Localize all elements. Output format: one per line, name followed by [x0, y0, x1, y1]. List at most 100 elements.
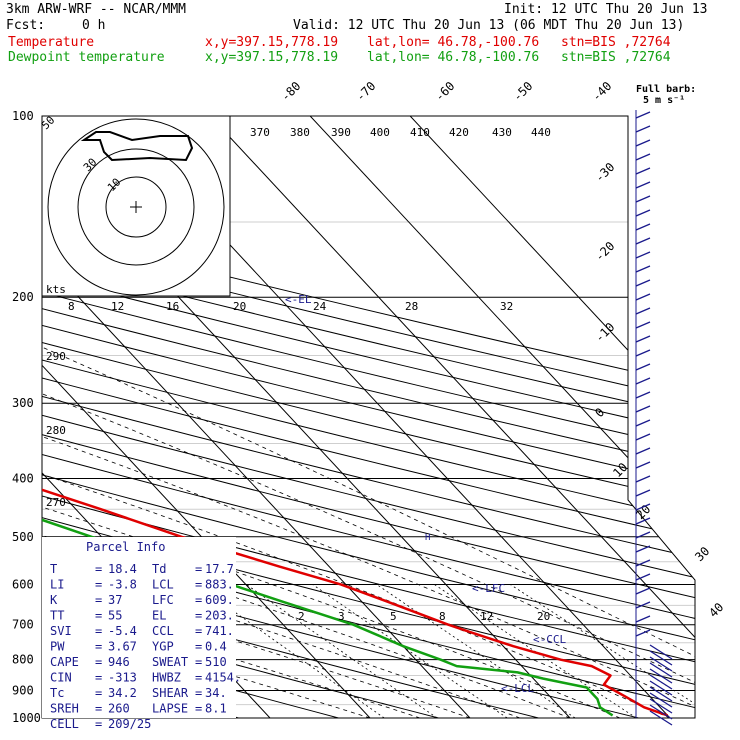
wind-barb	[635, 279, 651, 287]
isotherm-label: 40	[706, 600, 726, 620]
parcel-info-panel	[42, 537, 236, 718]
parcel-info-value: 55	[108, 609, 122, 623]
hodograph-trace	[80, 131, 194, 162]
temperature-legend-latlon: lat,lon= 46.78,-100.76	[367, 35, 540, 50]
wind-barb	[635, 489, 651, 497]
mixing-ratio-label: 12	[480, 610, 493, 623]
moist-adiabat-line	[42, 296, 695, 718]
parcel-info-key: SREH	[50, 702, 79, 716]
parcel-info-value: 18.4	[108, 562, 137, 576]
parcel-info-eq: =	[95, 624, 102, 638]
level-marker-label: H	[425, 533, 430, 543]
parcel-info-eq: =	[195, 686, 202, 700]
wind-barb	[635, 181, 651, 189]
wind-barb	[635, 629, 651, 637]
moist-adiabat-line	[42, 296, 571, 718]
wind-barb	[649, 692, 673, 708]
dry-adiabat-line	[42, 116, 695, 718]
wind-barb	[635, 475, 651, 483]
parcel-info-value: 4154.	[205, 671, 241, 685]
level-marker-label: <-CCL	[533, 633, 566, 646]
parcel-info-eq: =	[95, 717, 102, 731]
wind-legend-value: 5 m s⁻¹	[643, 95, 685, 106]
isotherm-line	[42, 116, 371, 718]
parcel-info-key: EL	[152, 609, 166, 623]
wind-barb	[649, 656, 673, 672]
mixing-ratio-line	[434, 584, 637, 718]
wind-barb	[635, 461, 651, 469]
parcel-info-eq: =	[195, 578, 202, 592]
pressure-tick-label: 400	[12, 471, 34, 485]
parcel-info-value: 209/25	[108, 717, 151, 731]
isotherm-label: 30	[692, 544, 712, 564]
dry-adiabat-line	[42, 116, 695, 718]
parcel-info-eq: =	[195, 655, 202, 669]
parcel-info-eq: =	[95, 640, 102, 654]
parcel-info-value: 741.	[205, 624, 234, 638]
mixing-ratio-label: 3	[338, 610, 345, 623]
hodograph-speed-label: 12	[111, 300, 124, 313]
parcel-info-value: 34.	[205, 686, 227, 700]
isotherm-line	[209, 116, 695, 718]
parcel-info-eq: =	[195, 609, 202, 623]
parcel-info-key: CCL	[152, 624, 174, 638]
theta-label: 280	[46, 424, 66, 437]
pressure-tick-label: 800	[12, 653, 34, 667]
wind-barb	[635, 391, 651, 399]
isotherm-label: -50	[510, 79, 535, 104]
moist-adiabat-line	[42, 296, 695, 718]
parcel-info-value: 510	[205, 655, 227, 669]
isotherm-label: -10	[592, 320, 617, 345]
parcel-info-value: 17.7	[205, 562, 234, 576]
wind-barb	[649, 686, 673, 702]
isotherm-line	[309, 116, 695, 718]
parcel-info-value: 260	[108, 702, 130, 716]
parcel-info-value: 609.	[205, 593, 234, 607]
forecast-label: Fcst:	[6, 18, 46, 33]
wind-barb	[649, 644, 673, 660]
parcel-info-value: 34.2	[108, 686, 137, 700]
parcel-info-value: 8.1	[205, 702, 227, 716]
dewpoint-legend-name: Dewpoint temperature	[8, 50, 165, 65]
dry-adiabat-line	[42, 116, 439, 718]
wind-barb	[635, 153, 651, 161]
dry-adiabat-line	[42, 116, 695, 718]
wind-barb	[635, 545, 651, 553]
parcel-info-value: -5.4	[108, 624, 137, 638]
wind-barb	[649, 674, 673, 690]
hodograph-units-label: kts	[46, 283, 66, 296]
moist-adiabat-line	[42, 296, 421, 718]
wind-barb	[635, 167, 651, 175]
forecast-value: 0 h	[82, 18, 106, 33]
moist-adiabat-line	[42, 296, 695, 718]
temperature-legend-name: Temperature	[8, 35, 95, 50]
parcel-info-eq: =	[195, 593, 202, 607]
dry-adiabat-line	[42, 116, 695, 718]
mixing-ratio-line	[246, 584, 438, 718]
hodograph-speed-label: 20	[233, 300, 246, 313]
wind-barb	[649, 710, 673, 726]
dry-adiabat-line	[42, 116, 695, 718]
parcel-info-key: K	[50, 593, 58, 607]
mixing-ratio-line	[195, 584, 385, 718]
theta-label: 420	[449, 126, 469, 139]
temperature-legend-station: stn=BIS ,72764	[561, 35, 671, 50]
pressure-tick-label: 600	[12, 577, 34, 591]
level-marker-label: <-EL	[285, 293, 312, 306]
wind-barb	[635, 377, 651, 385]
isotherm-label: -40	[589, 79, 614, 104]
parcel-info-eq: =	[195, 562, 202, 576]
dry-adiabat-line	[42, 116, 695, 718]
hodograph-speed-label: 28	[405, 300, 418, 313]
wind-legend-label: Full barb:	[636, 84, 696, 95]
wind-barb	[635, 601, 651, 609]
wind-barb	[635, 615, 651, 623]
wind-barb	[635, 433, 651, 441]
valid-time: Valid: 12 UTC Thu 20 Jun 13 (06 MDT Thu …	[293, 18, 685, 33]
wind-barb	[635, 447, 651, 455]
wind-barb	[635, 517, 651, 525]
theta-label: 410	[410, 126, 430, 139]
parcel-info-key: TT	[50, 609, 64, 623]
parcel-info-key: SHEAR	[152, 686, 189, 700]
